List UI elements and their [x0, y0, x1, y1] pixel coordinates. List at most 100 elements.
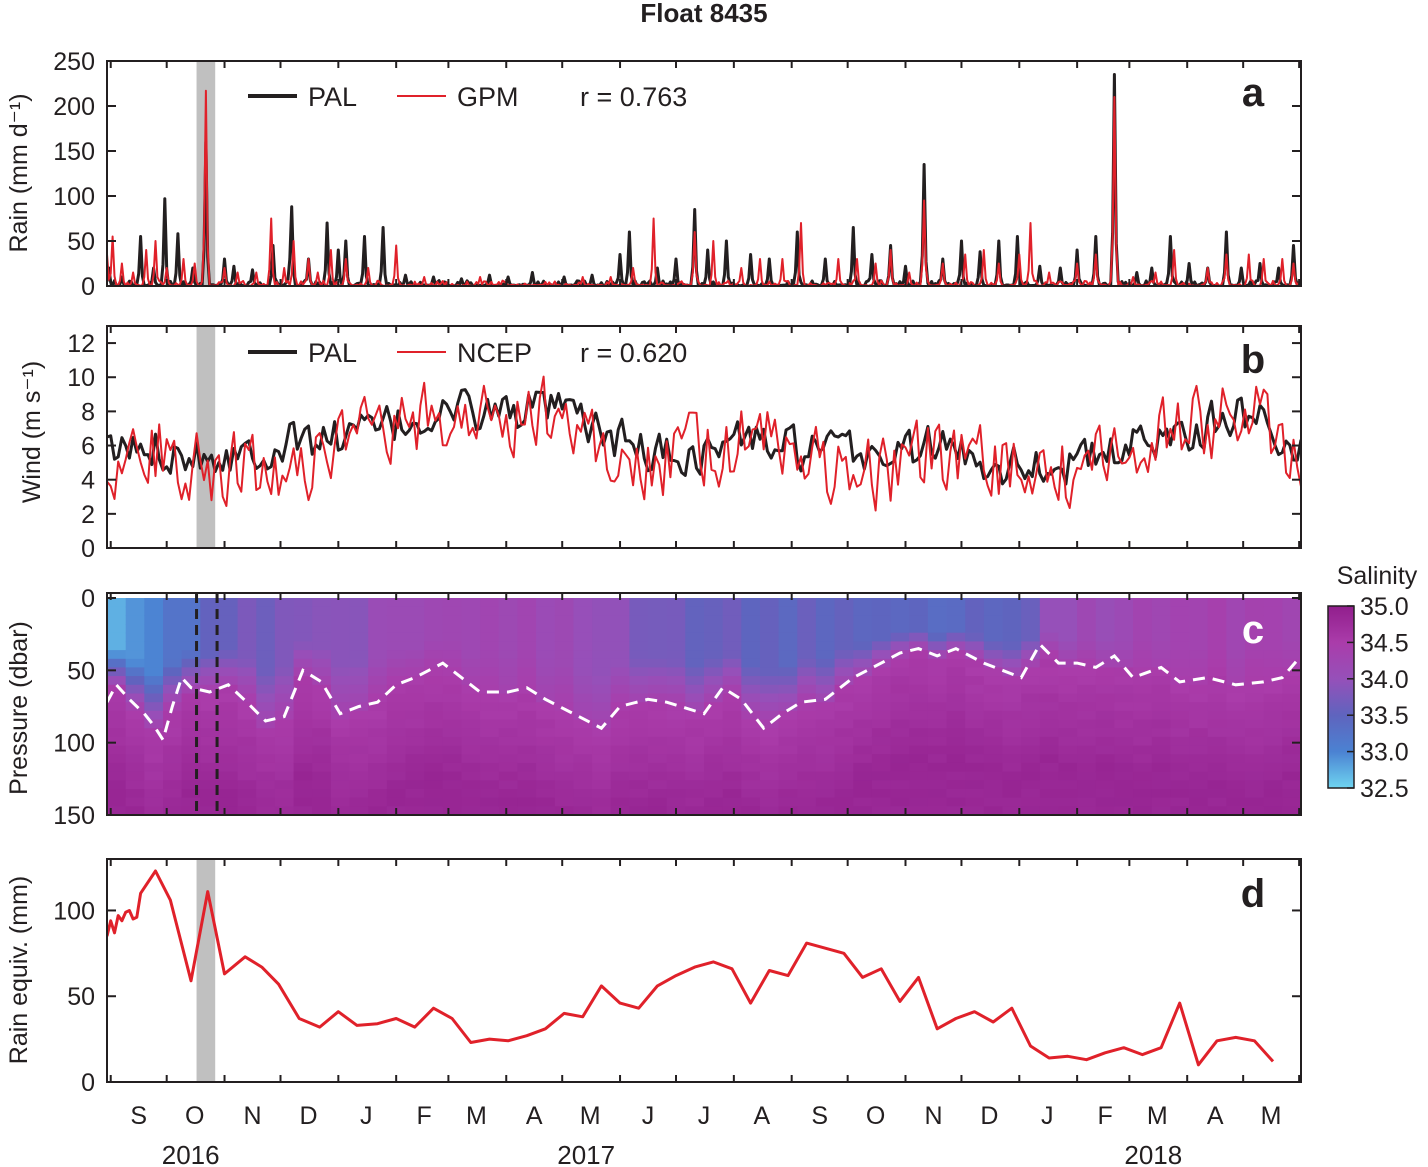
- heatmap-cell: [256, 650, 276, 660]
- heatmap-cell: [442, 745, 463, 755]
- heatmap-cell: [1058, 641, 1078, 651]
- heatmap-cell: [498, 780, 519, 790]
- heatmap-cell: [760, 615, 780, 625]
- heatmap-cell: [573, 632, 593, 642]
- heatmap-cell: [1226, 736, 1246, 747]
- heatmap-cell: [1002, 702, 1022, 712]
- heatmap-cell: [592, 658, 612, 669]
- heatmap-cell: [573, 676, 593, 686]
- heatmap-cell: [163, 797, 183, 807]
- heatmap-cell: [648, 658, 668, 669]
- heatmap-cell: [797, 719, 817, 729]
- heatmap-cell: [1263, 771, 1283, 781]
- heatmap-cell: [778, 710, 798, 721]
- heatmap-cell: [1245, 797, 1265, 807]
- heatmap-cell: [927, 658, 948, 669]
- heatmap-cell: [815, 641, 836, 651]
- month-label: M: [466, 1102, 487, 1130]
- heatmap-cell: [274, 736, 295, 747]
- heatmap-cell: [1226, 728, 1246, 738]
- heatmap-cell: [536, 789, 556, 799]
- heatmap-cell: [983, 598, 1004, 608]
- heatmap-cell: [218, 762, 239, 773]
- heatmap-cell: [965, 806, 985, 815]
- heatmap-cell: [815, 789, 836, 799]
- heatmap-cell: [666, 762, 686, 773]
- heatmap-cell: [685, 684, 705, 695]
- heatmap-cell: [125, 771, 145, 781]
- heatmap-cell: [853, 780, 873, 790]
- heatmap-cell: [312, 762, 332, 773]
- heatmap-cell: [722, 736, 742, 747]
- heatmap-cell: [1002, 710, 1022, 721]
- heatmap-cell: [442, 702, 463, 712]
- heatmap-cell: [312, 736, 332, 747]
- heatmap-cell: [125, 676, 145, 686]
- heatmap-cell: [741, 806, 761, 815]
- heatmap-cell: [1002, 780, 1022, 790]
- colorbar-tick-label: 34.5: [1360, 629, 1409, 657]
- heatmap-cell: [760, 641, 780, 651]
- heatmap-cell: [834, 632, 854, 642]
- heatmap-cell: [405, 624, 425, 634]
- heatmap-cell: [815, 728, 836, 738]
- heatmap-cell: [983, 624, 1004, 634]
- heatmap-cell: [815, 745, 836, 755]
- heatmap-cell: [293, 780, 313, 790]
- heatmap-cell: [386, 658, 407, 669]
- heatmap-cell: [760, 624, 780, 634]
- heatmap-cell: [163, 667, 183, 677]
- heatmap-cell: [1151, 632, 1172, 642]
- heatmap-cell: [741, 780, 761, 790]
- heatmap-cell: [480, 598, 500, 608]
- heatmap-cell: [554, 598, 575, 608]
- panel-c-letter: c: [1242, 608, 1264, 652]
- heatmap-cell: [610, 719, 630, 729]
- heatmap-cell: [461, 728, 481, 738]
- heatmap-cell: [405, 684, 425, 695]
- heatmap-cell: [1039, 606, 1060, 616]
- heatmap-cell: [274, 684, 295, 695]
- heatmap-cell: [983, 641, 1004, 651]
- heatmap-cell: [592, 624, 612, 634]
- heatmap-cell: [424, 702, 444, 712]
- heatmap-cell: [1170, 658, 1190, 669]
- heatmap-cell: [237, 658, 257, 669]
- heatmap-cell: [871, 745, 892, 755]
- heatmap-cell: [1095, 736, 1116, 747]
- heatmap-cell: [330, 762, 351, 773]
- heatmap-cell: [666, 667, 686, 677]
- heatmap-cell: [815, 806, 836, 815]
- heatmap-cell: [200, 632, 220, 642]
- heatmap-cell: [125, 754, 145, 764]
- heatmap-cell: [909, 710, 929, 721]
- heatmap-cell: [853, 719, 873, 729]
- heatmap-cell: [573, 693, 593, 703]
- heatmap-cell: [330, 684, 351, 695]
- heatmap-cell: [1021, 754, 1041, 764]
- heatmap-cell: [834, 667, 854, 677]
- heatmap-cell: [666, 780, 686, 790]
- heatmap-cell: [965, 693, 985, 703]
- heatmap-cell: [237, 736, 257, 747]
- heatmap-cell: [200, 780, 220, 790]
- heatmap-cell: [1077, 615, 1097, 625]
- heatmap-cell: [237, 641, 257, 651]
- heatmap-cell: [1114, 710, 1134, 721]
- panel-c-lines: [107, 593, 1301, 815]
- heatmap-cell: [1058, 650, 1078, 660]
- heatmap-cell: [218, 736, 239, 747]
- heatmap-cell: [498, 806, 519, 815]
- heatmap-cell: [1114, 641, 1134, 651]
- heatmap-cell: [1226, 797, 1246, 807]
- heatmap-cell: [1189, 606, 1209, 616]
- heatmap-cell: [386, 728, 407, 738]
- heatmap-cell: [760, 676, 780, 686]
- heatmap-cell: [871, 615, 892, 625]
- heatmap-cell: [815, 762, 836, 773]
- heatmap-cell: [983, 693, 1004, 703]
- heatmap-cell: [517, 658, 537, 669]
- heatmap-cell: [312, 728, 332, 738]
- heatmap-cell: [1002, 676, 1022, 686]
- heatmap-cell: [1245, 615, 1265, 625]
